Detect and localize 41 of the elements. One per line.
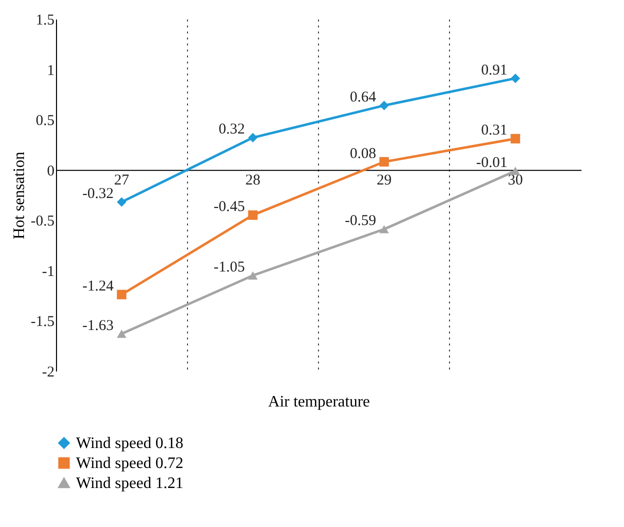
data-label: 0.31 xyxy=(481,122,508,139)
y-axis-title: Hot sensation xyxy=(10,152,28,240)
y-tick-label: 1 xyxy=(47,62,54,79)
x-tick-label: 27 xyxy=(114,172,130,188)
point xyxy=(510,166,520,175)
point xyxy=(379,157,389,167)
data-label: 0.91 xyxy=(481,62,508,78)
data-label: 0.64 xyxy=(350,89,377,106)
y-tick-label: -0.5 xyxy=(30,214,54,230)
data-label: -1.05 xyxy=(214,259,245,276)
legend-label: Wind speed 0.18 xyxy=(76,435,184,452)
y-tick-label: -1 xyxy=(42,264,54,280)
x-axis-title: Air temperature xyxy=(268,394,370,410)
data-label: -1.24 xyxy=(82,278,114,295)
legend-label: Wind speed 0.72 xyxy=(76,455,184,472)
data-label: -1.63 xyxy=(82,318,114,334)
data-label: -0.32 xyxy=(82,186,114,202)
data-label: -0.45 xyxy=(214,199,245,216)
point xyxy=(248,210,258,220)
point xyxy=(510,134,520,144)
data-label: 0.32 xyxy=(218,122,245,138)
y-tick-label: 0 xyxy=(47,163,54,180)
y-tick-label: 0.5 xyxy=(36,113,54,130)
legend-label: Wind speed 1.21 xyxy=(76,475,184,492)
x-tick-label: 29 xyxy=(376,172,392,188)
point xyxy=(116,330,126,338)
y-tick-label: 1.5 xyxy=(36,12,54,28)
point xyxy=(116,290,126,300)
y-tick-label: -1.5 xyxy=(30,314,54,330)
point xyxy=(379,100,389,110)
point xyxy=(379,225,389,234)
data-label: -0.01 xyxy=(476,154,508,171)
point xyxy=(116,197,126,207)
point xyxy=(248,271,258,280)
data-label: 0.08 xyxy=(350,146,376,162)
x-tick-label: 28 xyxy=(245,172,260,188)
y-tick-label: -2 xyxy=(42,364,54,380)
data-label: -0.59 xyxy=(344,213,376,230)
x-tick-label: 30 xyxy=(508,172,523,188)
point xyxy=(248,132,258,142)
point xyxy=(510,74,520,84)
